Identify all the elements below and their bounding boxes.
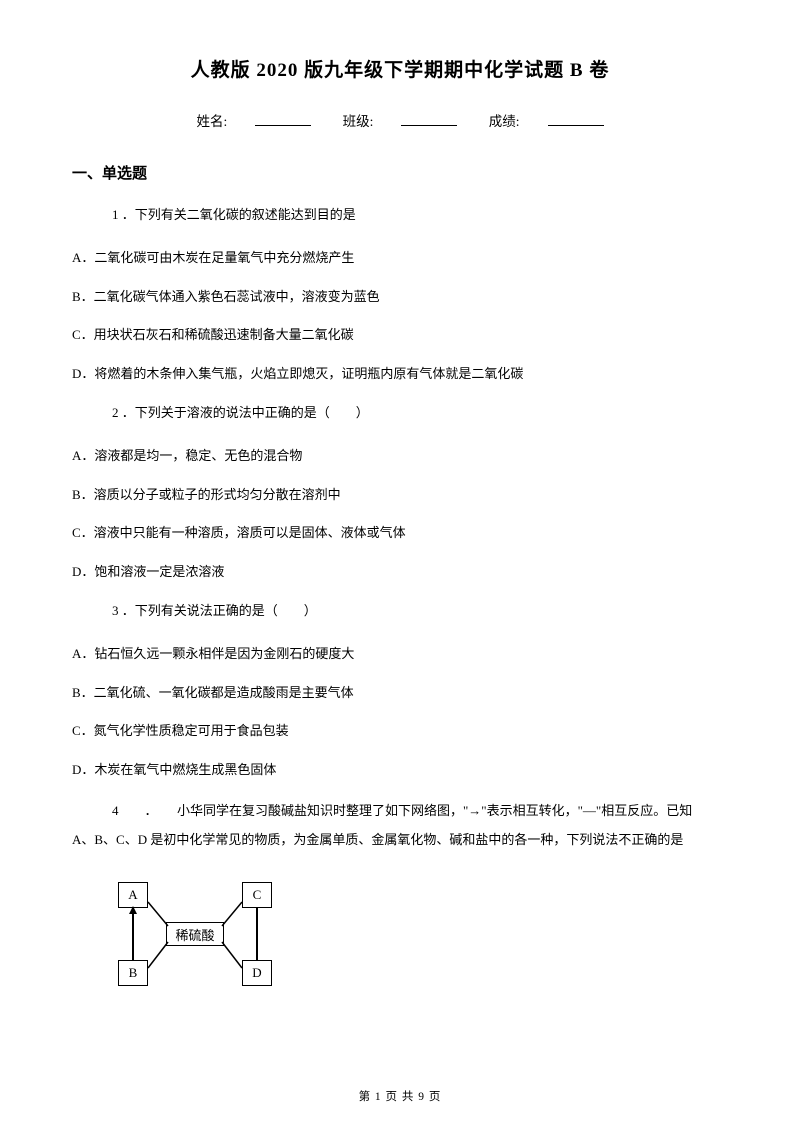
node-b: B [118,960,148,986]
q1-option-b: B．二氧化碳气体通入紫色石蕊试液中，溶液变为蓝色 [72,287,728,308]
line-c-d [256,908,258,960]
name-label: 姓名: [196,114,227,129]
node-c: C [242,882,272,908]
student-info-line: 姓名: 班级: 成绩: [72,110,728,130]
node-d: D [242,960,272,986]
q2-option-d: D．饱和溶液一定是浓溶液 [72,562,728,583]
center-node: 稀硫酸 [166,922,224,946]
class-label: 班级: [343,114,374,129]
score-blank [548,112,604,126]
q3-text: 3 ．下列有关说法正确的是（ ） [112,601,728,622]
q4-line1: 4 ． 小华同学在复习酸碱盐知识时整理了如下网络图，"→"表示相互转化，"—"相… [112,799,728,824]
q4-line2: A、B、C、D 是初中化学常见的物质，为金属单质、金属氧化物、碱和盐中的各一种，… [72,828,728,853]
page-footer: 第 1 页 共 9 页 [0,1088,800,1104]
q3-option-d: D．木炭在氧气中燃烧生成黑色固体 [72,760,728,781]
section-heading: 一、单选题 [72,162,728,183]
line-b-a [132,908,134,960]
q2-option-c: C．溶液中只能有一种溶质，溶质可以是固体、液体或气体 [72,523,728,544]
score-label: 成绩: [489,114,520,129]
name-blank [255,112,311,126]
q2-option-a: A．溶液都是均一，稳定、无色的混合物 [72,446,728,467]
q1-option-c: C．用块状石灰石和稀硫酸迅速制备大量二氧化碳 [72,325,728,346]
q1-option-d: D．将燃着的木条伸入集气瓶，火焰立即熄灭，证明瓶内原有气体就是二氧化碳 [72,364,728,385]
class-blank [401,112,457,126]
q3-option-a: A．钻石恒久远一颗永相伴是因为金刚石的硬度大 [72,644,728,665]
q1-option-a: A．二氧化碳可由木炭在足量氧气中充分燃烧产生 [72,248,728,269]
page-title: 人教版 2020 版九年级下学期期中化学试题 B 卷 [72,55,728,82]
arrow-b-a [129,906,137,914]
node-a: A [118,882,148,908]
q2-text: 2 ．下列关于溶液的说法中正确的是（ ） [112,403,728,424]
q1-text: 1 ．下列有关二氧化碳的叙述能达到目的是 [112,205,728,226]
q2-option-b: B．溶质以分子或粒子的形式均匀分散在溶剂中 [72,485,728,506]
network-diagram: A B C D 稀硫酸 [102,882,312,992]
q3-option-b: B．二氧化硫、一氧化碳都是造成酸雨是主要气体 [72,683,728,704]
q3-option-c: C．氮气化学性质稳定可用于食品包装 [72,721,728,742]
